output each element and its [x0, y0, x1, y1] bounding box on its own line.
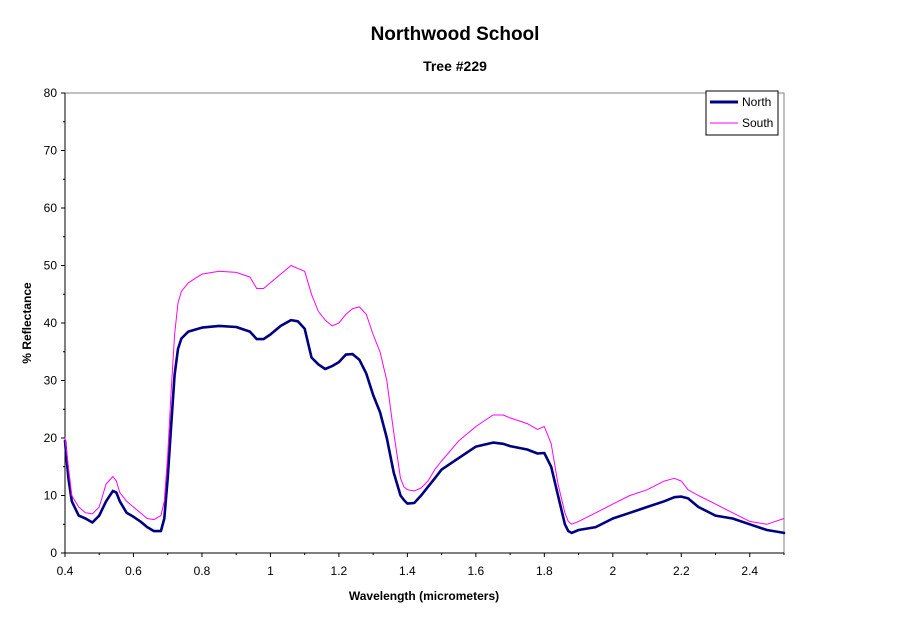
y-axis: 0 10 20 30 40 50 60 70 80 [44, 86, 66, 560]
y-axis-label: % Reflectance [20, 282, 34, 364]
x-tick-label: 1.2 [331, 564, 348, 578]
x-tick-label: 0.4 [57, 564, 74, 578]
x-tick-label: 1 [267, 564, 274, 578]
y-tick-label: 10 [44, 489, 58, 503]
legend-label-south: South [742, 116, 773, 130]
x-tick-label: 1.6 [468, 564, 485, 578]
y-tick-label: 50 [44, 259, 58, 273]
x-axis-label: Wavelength (micrometers) [349, 589, 499, 603]
legend-box [705, 90, 779, 136]
y-tick-label: 60 [44, 201, 58, 215]
y-tick-label: 30 [44, 374, 58, 388]
x-tick-label: 1.8 [536, 564, 553, 578]
y-tick-label: 0 [50, 546, 57, 560]
x-tick-label: 2 [609, 564, 616, 578]
series-line-north [63, 318, 786, 535]
series-layer [63, 265, 786, 535]
x-tick-label: 2.2 [673, 564, 690, 578]
x-tick-label: 0.6 [125, 564, 142, 578]
series-line-south [64, 265, 785, 525]
chart-title: Northwood School [371, 24, 540, 45]
legend: North South [705, 90, 779, 136]
y-tick-label: 70 [44, 144, 58, 158]
y-tick-label: 80 [44, 86, 58, 100]
y-tick-label: 20 [44, 431, 58, 445]
x-tick-label: 0.8 [194, 564, 211, 578]
y-tick-label: 40 [44, 316, 58, 330]
x-axis: 0.4 0.6 0.8 1 1.2 1.4 1.6 1.8 2 2.2 2.4 [57, 552, 785, 578]
legend-label-north: North [742, 95, 771, 109]
chart-subtitle: Tree #229 [423, 58, 487, 74]
x-tick-label: 1.4 [399, 564, 416, 578]
x-tick-label: 2.4 [741, 564, 758, 578]
